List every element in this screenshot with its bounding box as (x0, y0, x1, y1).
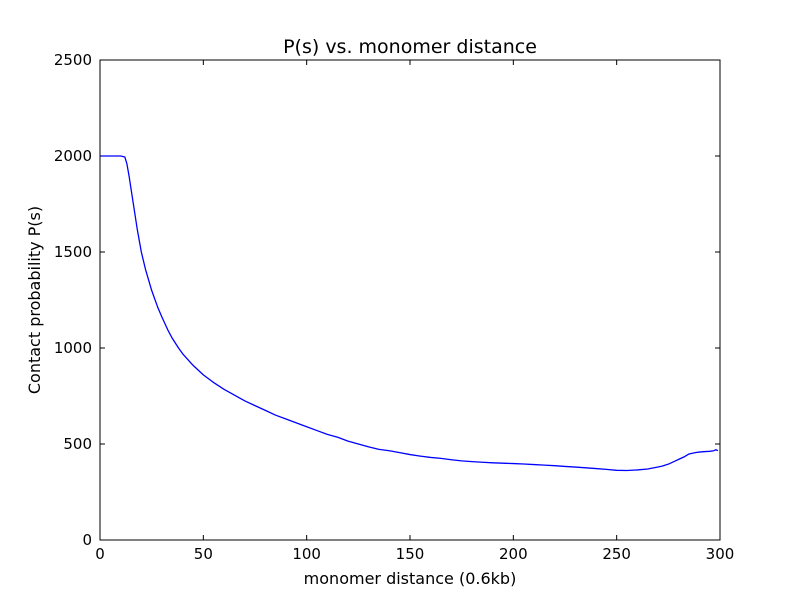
y-tick-label: 2500 (54, 51, 92, 69)
series-line (100, 155, 719, 472)
x-tick-label: 50 (194, 545, 213, 563)
x-axis-title: monomer distance (0.6kb) (304, 569, 517, 588)
axes-frame (99, 59, 721, 541)
y-axis-title: Contact probability P(s) (25, 206, 44, 394)
y-tick-label: 1500 (54, 243, 92, 261)
y-tick-label: 1000 (54, 339, 92, 357)
y-tick-label: 2000 (54, 147, 92, 165)
x-tick-label: 0 (95, 545, 105, 563)
x-tick-label: 150 (396, 545, 425, 563)
y-tick-label: 500 (63, 435, 92, 453)
plot-area: 0 50 100 150 200 250 300 0 500 1000 1500 2000 2500 (54, 51, 735, 563)
x-tick-label: 300 (706, 545, 735, 563)
x-tick-label: 250 (602, 545, 631, 563)
y-tick-label: 0 (82, 531, 92, 549)
chart-title: P(s) vs. monomer distance (283, 36, 537, 58)
x-tick-label: 200 (499, 545, 528, 563)
x-tick-label: 100 (292, 545, 321, 563)
